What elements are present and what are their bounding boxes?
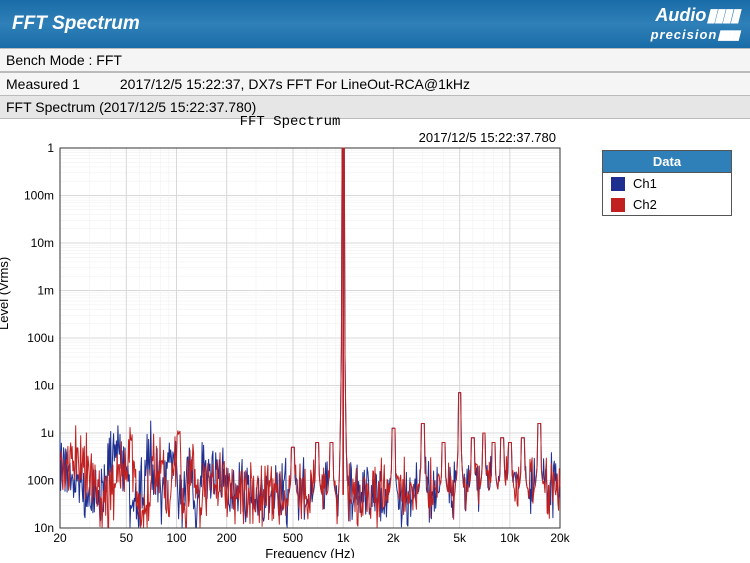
svg-text:1k: 1k — [337, 531, 351, 545]
svg-text:10n: 10n — [34, 521, 54, 535]
legend-item: Ch2 — [603, 194, 731, 215]
legend-swatch — [611, 198, 625, 212]
svg-text:50: 50 — [120, 531, 134, 545]
svg-text:100m: 100m — [24, 189, 54, 203]
brand-logo: Audio▮▮▮▮ precision▮▮▮▮ — [651, 6, 738, 42]
plot-area: FFT Spectrum 2017/12/5 15:22:37.780 AP L… — [0, 110, 580, 555]
svg-text:5k: 5k — [453, 531, 467, 545]
legend: Data Ch1 Ch2 — [602, 150, 732, 216]
brand-line2: precision — [651, 27, 718, 42]
bench-mode-row: Bench Mode : FFT — [0, 48, 750, 72]
svg-text:100u: 100u — [27, 331, 54, 345]
svg-text:100n: 100n — [27, 474, 54, 488]
svg-text:1: 1 — [47, 141, 54, 155]
svg-text:10u: 10u — [34, 379, 54, 393]
fft-chart: 20 50 100 200 500 1k 2k 5k 10k 20k 10n 100n 1u 10u 100… — [0, 138, 580, 558]
legend-title: Data — [603, 151, 731, 173]
svg-text:200: 200 — [217, 531, 237, 545]
measured-label: Measured 1 — [6, 76, 116, 92]
svg-text:10k: 10k — [500, 531, 520, 545]
svg-text:100: 100 — [166, 531, 186, 545]
plot-title: FFT Spectrum — [0, 114, 580, 130]
brand-line1: Audio — [655, 5, 706, 25]
bench-mode-label: Bench Mode : FFT — [6, 52, 122, 68]
svg-text:20: 20 — [53, 531, 67, 545]
svg-text:1m: 1m — [37, 284, 54, 298]
legend-item: Ch1 — [603, 173, 731, 194]
svg-text:20k: 20k — [550, 531, 570, 545]
measured-timestamp: 2017/12/5 15:22:37, DX7s FFT For LineOut… — [120, 76, 470, 92]
svg-text:Frequency (Hz): Frequency (Hz) — [265, 546, 355, 558]
title-bar: FFT Spectrum Audio▮▮▮▮ precision▮▮▮▮ — [0, 0, 750, 48]
legend-label: Ch1 — [633, 176, 657, 191]
app-title: FFT Spectrum — [12, 13, 140, 35]
legend-label: Ch2 — [633, 197, 657, 212]
svg-text:1u: 1u — [41, 426, 54, 440]
svg-text:10m: 10m — [31, 236, 54, 250]
legend-swatch — [611, 177, 625, 191]
svg-text:500: 500 — [283, 531, 303, 545]
measurement-row: Measured 1 2017/12/5 15:22:37, DX7s FFT … — [0, 72, 750, 96]
svg-text:2k: 2k — [387, 531, 401, 545]
